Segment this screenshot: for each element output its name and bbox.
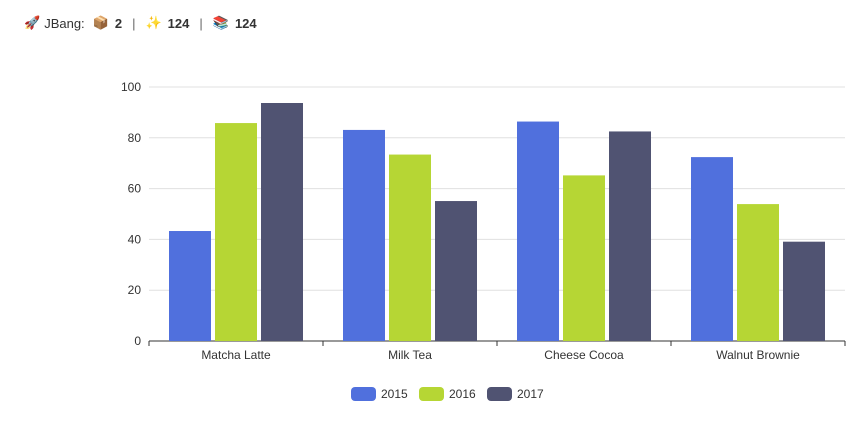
legend-swatch[interactable] [351,387,376,401]
separator: | [199,15,203,31]
package-count: 2 [114,15,123,31]
package-icon: 📦 [92,15,109,30]
sparkle-icon: ✨ [145,15,162,30]
x-tick-label: Matcha Latte [201,348,271,362]
bar [169,231,211,341]
y-tick-label: 80 [128,131,142,145]
bar [783,241,825,341]
bar [215,123,257,342]
x-tick-label: Cheese Cocoa [544,348,624,362]
rocket-icon: 🚀 [24,15,41,30]
bar [563,175,605,341]
separator: | [132,15,136,31]
bar [389,154,431,341]
app-label: JBang: [44,15,85,31]
x-tick-label: Walnut Brownie [716,348,800,362]
books-icon: 📚 [212,15,229,30]
bar [435,201,477,341]
bar [517,121,559,341]
x-tick-label: Milk Tea [388,348,432,362]
bar [691,157,733,341]
books-count: 124 [234,15,257,31]
y-tick-label: 0 [134,334,141,348]
bar [343,129,385,341]
legend-swatch[interactable] [419,387,444,401]
y-tick-label: 20 [128,283,142,297]
y-tick-label: 100 [121,80,141,94]
bar [609,131,651,341]
legend-label[interactable]: 2017 [517,387,544,401]
y-tick-label: 60 [128,182,142,196]
legend-label[interactable]: 2016 [449,387,476,401]
legend-swatch[interactable] [487,387,512,401]
legend-label[interactable]: 2015 [381,387,408,401]
sparkle-count: 124 [167,15,190,31]
toolbar: 🚀 JBang: 📦 2 | ✨ 124 | 📚 124 [24,14,257,32]
y-tick-label: 40 [128,232,142,246]
bar [261,103,303,341]
bar [737,204,779,341]
